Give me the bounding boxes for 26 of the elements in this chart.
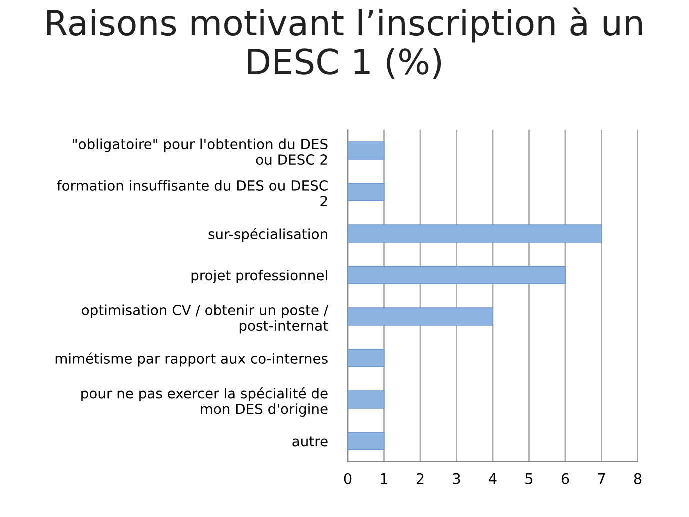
bar — [348, 266, 566, 284]
y-tick-label: mimétisme par rapport aux co-internes — [56, 352, 328, 367]
x-tick-label: 7 — [598, 474, 606, 484]
y-tick-label: formation insuffisante du DES ou DESC 2 — [57, 180, 328, 206]
y-tick-label: optimisation CV / obtenir un poste / post-internat — [82, 304, 329, 334]
y-tick-label: autre — [292, 436, 328, 447]
bar — [348, 142, 385, 160]
chart-title: Raisons motivant l’inscription à un DESC 1 (%) — [47, 8, 642, 79]
bar — [348, 308, 494, 326]
bar — [348, 390, 385, 409]
y-tick-label: sur-spécialisation — [208, 228, 328, 242]
x-tick-label: 6 — [562, 473, 570, 484]
bar — [348, 432, 385, 450]
x-tick-label: 0 — [344, 473, 352, 484]
y-tick-label: projet professionnel — [192, 270, 328, 284]
x-tick-label: 8 — [634, 473, 642, 484]
y-tick-label: "obligatoire" pour l'obtention du DES ou DESC 2 — [73, 138, 328, 166]
x-tick-label: 3 — [453, 473, 460, 484]
x-tick-label: 5 — [526, 474, 533, 484]
bar — [348, 224, 602, 243]
y-tick-label: pour ne pas exercer la spécialité de mon DES d'origine — [82, 387, 328, 418]
x-tick-label: 4 — [489, 474, 497, 484]
x-tick-label: 2 — [416, 473, 424, 484]
x-tick-label: 1 — [381, 474, 388, 484]
bar — [348, 349, 385, 368]
bar — [348, 183, 385, 202]
